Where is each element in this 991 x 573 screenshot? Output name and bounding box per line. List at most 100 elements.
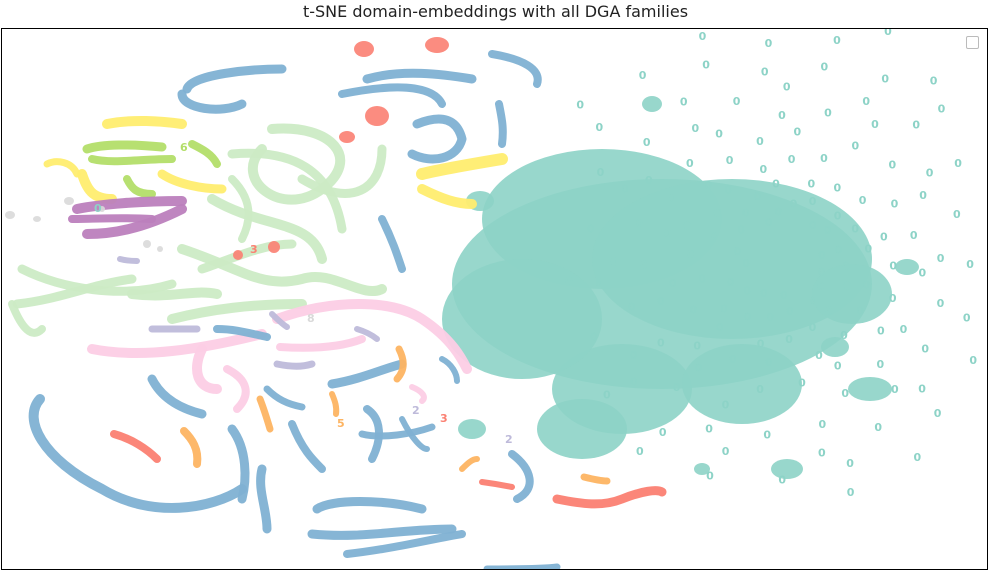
point-marker-0-133: 0: [630, 375, 638, 388]
cluster-strand-1-62: [416, 153, 508, 180]
scatter-plot: 0 0 0 0 0 0 0 0 0 0 0 0 0 0 0 0 0 0 0 0 0 0 0 0 0 0 0 0 0 0 0 0 0 0 0 0 0 0 0 0…: [5, 29, 977, 569]
point-marker-0-63: 0: [910, 229, 918, 242]
cluster-strand-2-75: [354, 326, 380, 342]
point-marker-0-26: 0: [843, 279, 851, 292]
point-marker-0-122: 0: [808, 177, 816, 190]
point-marker-0-12: 0: [772, 177, 780, 190]
point-marker-0-21: 0: [810, 295, 818, 308]
point-marker-0-31: 0: [865, 243, 873, 256]
point-marker-0-107: 0: [891, 198, 899, 211]
point-marker-0-135: 0: [664, 227, 672, 240]
cluster-strand-7-33: [409, 384, 427, 404]
point-marker-0-142: 0: [846, 457, 854, 470]
cluster-strand-4-47: [327, 359, 407, 389]
cluster-strand-4-50: [307, 524, 457, 540]
annotation-label-2: 3: [250, 243, 258, 256]
cluster-strand-5-79: [329, 391, 340, 417]
cluster-strand-4-43: [213, 325, 271, 341]
cluster-strand-6-66: [88, 155, 176, 166]
point-marker-0-98: 0: [640, 259, 648, 272]
cluster-blob-8-93: [64, 197, 74, 205]
annotation-label-6: 2: [505, 433, 513, 446]
point-marker-0-13: 0: [877, 325, 885, 338]
cluster-strand-4-45: [256, 464, 272, 534]
point-marker-0-15: 0: [938, 103, 946, 116]
point-marker-0-11: 0: [636, 445, 644, 458]
point-marker-0-127: 0: [900, 323, 908, 336]
cluster-strand-4-34: [182, 64, 287, 94]
point-marker-0-102: 0: [889, 259, 897, 272]
cluster-blob-0-13: [694, 463, 710, 475]
cluster-strand-7-29: [272, 299, 472, 374]
cluster-strand-6-67: [123, 175, 156, 198]
point-marker-0-9: 0: [815, 349, 823, 362]
cluster-strand-10-19: [207, 194, 327, 264]
point-marker-0-93: 0: [669, 191, 677, 204]
cluster-strand-9-69: [72, 196, 187, 214]
cluster-strand-10-17: [297, 144, 387, 198]
cluster-strand-5-77: [180, 427, 202, 468]
point-marker-0-58: 0: [889, 292, 897, 305]
point-marker-0-27: 0: [669, 277, 677, 290]
point-marker-0-101: 0: [742, 206, 750, 219]
cluster-strand-6-65: [82, 140, 167, 154]
cluster-strand-4-51: [343, 530, 466, 558]
cluster-strand-5-78: [256, 395, 274, 433]
point-marker-0-49: 0: [686, 157, 694, 170]
point-marker-0-1: 0: [720, 302, 728, 315]
annotation-label-4: 8: [307, 312, 315, 325]
point-marker-0-77: 0: [733, 95, 741, 108]
point-marker-0-75: 0: [851, 223, 859, 236]
point-marker-0-145: 0: [695, 361, 703, 374]
cluster-blob-0-9: [895, 259, 919, 275]
point-marker-0-108: 0: [722, 398, 730, 411]
cluster-strand-10-25: [167, 299, 307, 324]
point-marker-0-65: 0: [765, 37, 773, 50]
point-marker-0-16: 0: [780, 289, 788, 302]
point-marker-0-74: 0: [874, 421, 882, 434]
cluster-strand-1-59: [102, 115, 187, 129]
point-marker-0-45: 0: [921, 343, 929, 356]
point-marker-0-44: 0: [756, 135, 764, 148]
point-marker-0-66: 0: [817, 280, 825, 293]
point-marker-0-116: 0: [716, 321, 724, 334]
point-marker-0-8: 0: [809, 195, 817, 208]
point-marker-0-38: 0: [680, 96, 688, 109]
point-marker-0-114: 0: [596, 121, 604, 134]
point-marker-0-92: 0: [809, 321, 817, 334]
cluster-strand-4-56: [378, 215, 406, 273]
point-marker-0-95: 0: [659, 426, 667, 439]
point-marker-0-84: 0: [788, 153, 796, 166]
cluster-blob-3-89: [339, 131, 355, 143]
point-marker-0-88: 0: [726, 154, 734, 167]
point-marker-0-4: 0: [824, 224, 832, 237]
point-marker-0-82: 0: [643, 136, 651, 149]
cluster-strand-5-80: [393, 345, 407, 383]
cluster-strand-4-40: [407, 114, 467, 164]
cluster-blob-0-11: [771, 459, 803, 479]
point-marker-0-85: 0: [877, 358, 885, 371]
point-marker-0-61: 0: [847, 486, 855, 499]
point-marker-0-64: 0: [673, 381, 681, 394]
point-marker-0-87: 0: [767, 311, 775, 324]
cluster-strand-5-82: [459, 456, 480, 472]
point-marker-0-29: 0: [818, 447, 826, 460]
point-marker-0-80: 0: [833, 181, 841, 194]
cluster-strand-9-71: [68, 214, 156, 223]
point-marker-0-67: 0: [687, 248, 695, 261]
point-marker-0-131: 0: [704, 179, 712, 192]
point-marker-0-144: 0: [880, 231, 888, 244]
point-marker-0-76: 0: [729, 353, 737, 366]
annotation-label-7: 3: [440, 412, 448, 425]
cluster-strand-5-81: [580, 473, 611, 485]
point-marker-0-89: 0: [937, 297, 945, 310]
cluster-strand-2-73: [269, 311, 290, 330]
point-marker-0-32: 0: [693, 339, 701, 352]
point-marker-0-34: 0: [934, 407, 942, 420]
cluster-strand-1-60: [77, 169, 117, 204]
cluster-strand-4-52: [483, 563, 561, 569]
point-marker-0-125: 0: [760, 287, 768, 300]
cluster-strand-4-55: [358, 423, 436, 440]
cluster-blob-0-5: [537, 399, 627, 459]
cluster-strand-1-64: [43, 158, 81, 178]
